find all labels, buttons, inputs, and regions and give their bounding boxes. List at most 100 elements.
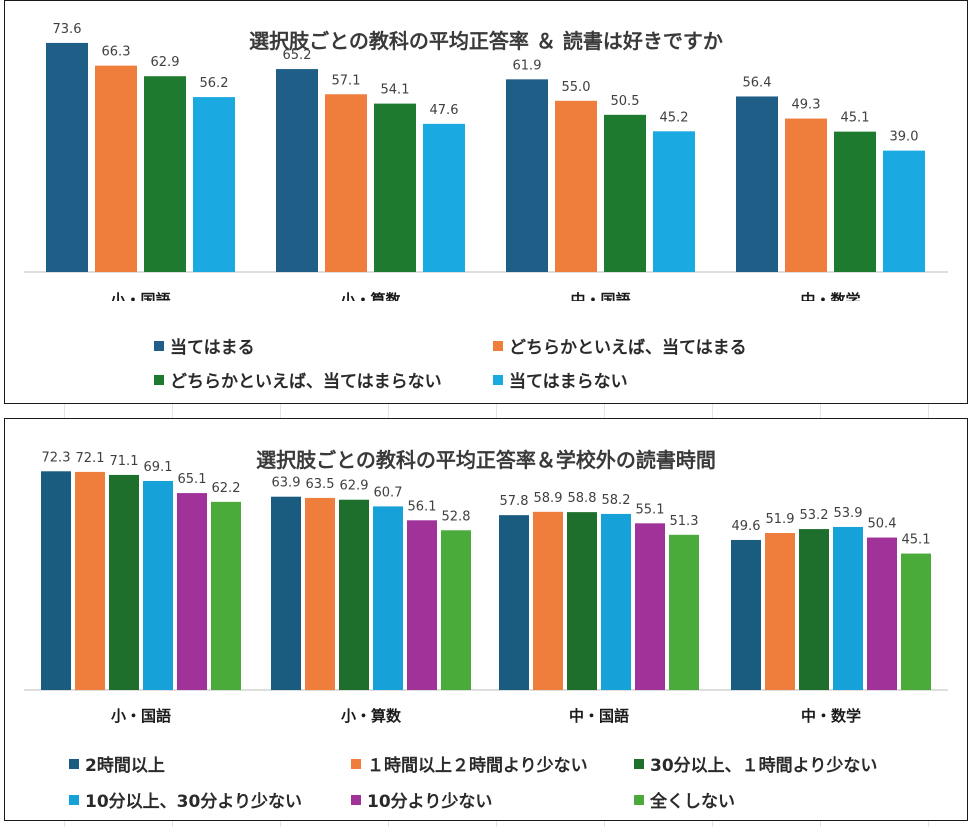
- bar: [653, 131, 695, 272]
- legend-label: 10分以上、30分より少ない: [85, 792, 302, 812]
- data-label: 62.9: [151, 55, 180, 70]
- bar: [305, 497, 335, 690]
- legend-item: 2時間以上: [69, 751, 165, 776]
- sheet-gridline: [820, 0, 821, 827]
- legend-swatch: [351, 794, 361, 805]
- legend-item: 10分以上、30分より少ない: [69, 787, 302, 812]
- data-label: 55.1: [636, 502, 665, 517]
- bar: [46, 42, 88, 272]
- bar: [867, 537, 897, 690]
- legend-item: 10分より少ない: [351, 787, 492, 812]
- legend-item: 30分以上、１時間より少ない: [634, 751, 877, 776]
- chart-reading-preference[interactable]: 選択肢ごとの教科の平均正答率 ＆ 読書は好きですか 73.6 66.3 62.9 56…: [4, 0, 968, 404]
- bar: [95, 65, 137, 272]
- bar: [143, 480, 173, 690]
- data-label: 51.3: [670, 514, 699, 529]
- data-label: 63.9: [272, 476, 301, 491]
- legend-label: 当てはまる: [170, 338, 255, 358]
- data-label: 66.3: [102, 45, 131, 60]
- bar: [339, 499, 369, 690]
- bar: [499, 515, 529, 690]
- data-label: 49.6: [732, 519, 761, 534]
- data-label: 56.1: [408, 499, 437, 514]
- data-label: 62.2: [212, 481, 241, 496]
- sheet-gridline: [64, 0, 65, 827]
- bar: [901, 553, 931, 690]
- legend-label: 全くしない: [650, 792, 735, 812]
- legend-label: どちらかといえば、当てはまらない: [170, 372, 442, 392]
- data-label: 50.5: [611, 94, 640, 109]
- legend-label: 10分より少ない: [367, 792, 493, 812]
- legend-label: １時間以上２時間より少ない: [367, 756, 588, 776]
- data-label: 50.4: [868, 517, 897, 532]
- bar-chart-reading-time: 72.3 72.1 71.1 69.1 65.1 62.2 小・国語 63.9 63.5 62.9…: [24, 450, 948, 725]
- data-label: 73.6: [53, 22, 82, 37]
- data-label: 47.6: [430, 103, 459, 118]
- sheet-gridline: [388, 0, 389, 827]
- bar: [834, 131, 876, 272]
- data-label: 56.4: [743, 75, 772, 90]
- bar: [423, 123, 465, 272]
- sheet-gridline: [172, 0, 173, 827]
- bar: [765, 533, 795, 690]
- data-label: 63.5: [306, 477, 335, 492]
- bar: [441, 530, 471, 690]
- bar: [109, 474, 139, 690]
- bar: [325, 94, 367, 273]
- legend-item: 全くしない: [634, 787, 735, 812]
- category-label: 中・数学: [800, 291, 860, 301]
- data-label: 55.0: [562, 80, 591, 95]
- bar: [601, 513, 631, 690]
- bar: [193, 97, 235, 272]
- data-label: 45.1: [841, 111, 870, 126]
- data-label: 72.1: [76, 451, 105, 466]
- bar: [271, 496, 301, 690]
- bar: [144, 76, 186, 272]
- data-label: 60.7: [374, 485, 403, 500]
- legend-swatch: [493, 340, 503, 351]
- legend-swatch: [351, 758, 361, 769]
- data-label: 56.2: [200, 76, 229, 91]
- chart-title: 選択肢ごとの教科の平均正答率 ＆ 読書は好きですか: [249, 29, 723, 53]
- legend-item: 当てはまらない: [493, 367, 628, 392]
- bar: [883, 150, 925, 272]
- data-label: 45.2: [660, 110, 689, 125]
- category-label: 小・算数: [341, 707, 402, 725]
- bar: [567, 512, 597, 690]
- legend-item: どちらかといえば、当てはまる: [493, 333, 747, 358]
- bar: [669, 534, 699, 690]
- data-label: 53.2: [800, 508, 829, 523]
- legend-swatch: [154, 340, 164, 351]
- legend-item: どちらかといえば、当てはまらない: [154, 367, 442, 392]
- legend-swatch: [69, 794, 79, 805]
- data-label: 58.8: [568, 491, 597, 506]
- legend-label: 30分以上、１時間より少ない: [650, 756, 878, 776]
- legend-swatch: [634, 758, 644, 769]
- bar: [276, 69, 318, 272]
- category-label: 小・国語: [111, 707, 171, 725]
- category-label: 中・国語: [569, 707, 629, 725]
- legend-label: 2時間以上: [85, 756, 165, 776]
- data-label: 71.1: [110, 454, 139, 469]
- legend-label: 当てはまらない: [509, 372, 628, 392]
- data-label: 58.9: [534, 491, 563, 506]
- bar: [75, 471, 105, 690]
- legend-label: どちらかといえば、当てはまる: [509, 338, 747, 358]
- bar: [833, 526, 863, 690]
- chart-reading-time[interactable]: 選択肢ごとの教科の平均正答率＆学校外の読書時間 72.3 72.1 71.1 69.1…: [4, 418, 968, 821]
- sheet-gridline: [280, 0, 281, 827]
- data-label: 61.9: [513, 58, 542, 73]
- data-label: 39.0: [890, 130, 919, 145]
- bar: [604, 114, 646, 272]
- data-label: 54.1: [381, 83, 410, 98]
- bar: [635, 523, 665, 690]
- sheet-gridline: [928, 0, 929, 827]
- bar: [374, 103, 416, 273]
- bar: [785, 118, 827, 273]
- legend-item: １時間以上２時間より少ない: [351, 751, 588, 776]
- data-label: 65.1: [178, 472, 207, 487]
- legend-swatch: [154, 374, 164, 385]
- data-label: 58.2: [602, 493, 631, 508]
- legend-swatch: [69, 758, 79, 769]
- data-label: 57.1: [332, 73, 361, 88]
